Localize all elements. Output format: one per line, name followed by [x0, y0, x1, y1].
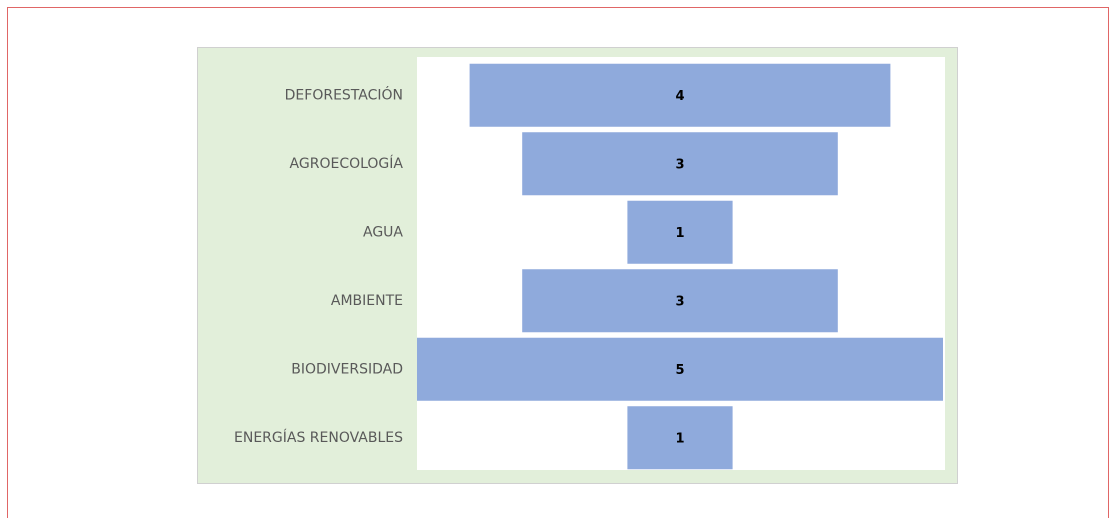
category-label: AMBIENTE [331, 293, 403, 309]
frame [7, 7, 1109, 518]
value-label: 3 [675, 157, 684, 172]
funnel-bar [469, 63, 891, 127]
value-label: 1 [675, 226, 684, 241]
category-label: AGUA [363, 224, 403, 240]
funnel-bar [627, 406, 733, 470]
funnel-bar [522, 132, 838, 196]
category-label: BIODIVERSIDAD [291, 361, 403, 377]
funnel-bar [627, 200, 733, 264]
value-label: 4 [675, 89, 684, 104]
category-label: ENERGÍAS RENOVABLES [234, 429, 403, 446]
funnel-bar [417, 337, 943, 401]
category-label: AGROECOLOGÍA [290, 155, 404, 172]
value-label: 5 [675, 363, 684, 378]
value-label: 1 [675, 431, 684, 446]
funnel-bar [522, 269, 838, 333]
category-label: DEFORESTACIÓN [285, 85, 403, 103]
value-label: 3 [675, 294, 684, 309]
